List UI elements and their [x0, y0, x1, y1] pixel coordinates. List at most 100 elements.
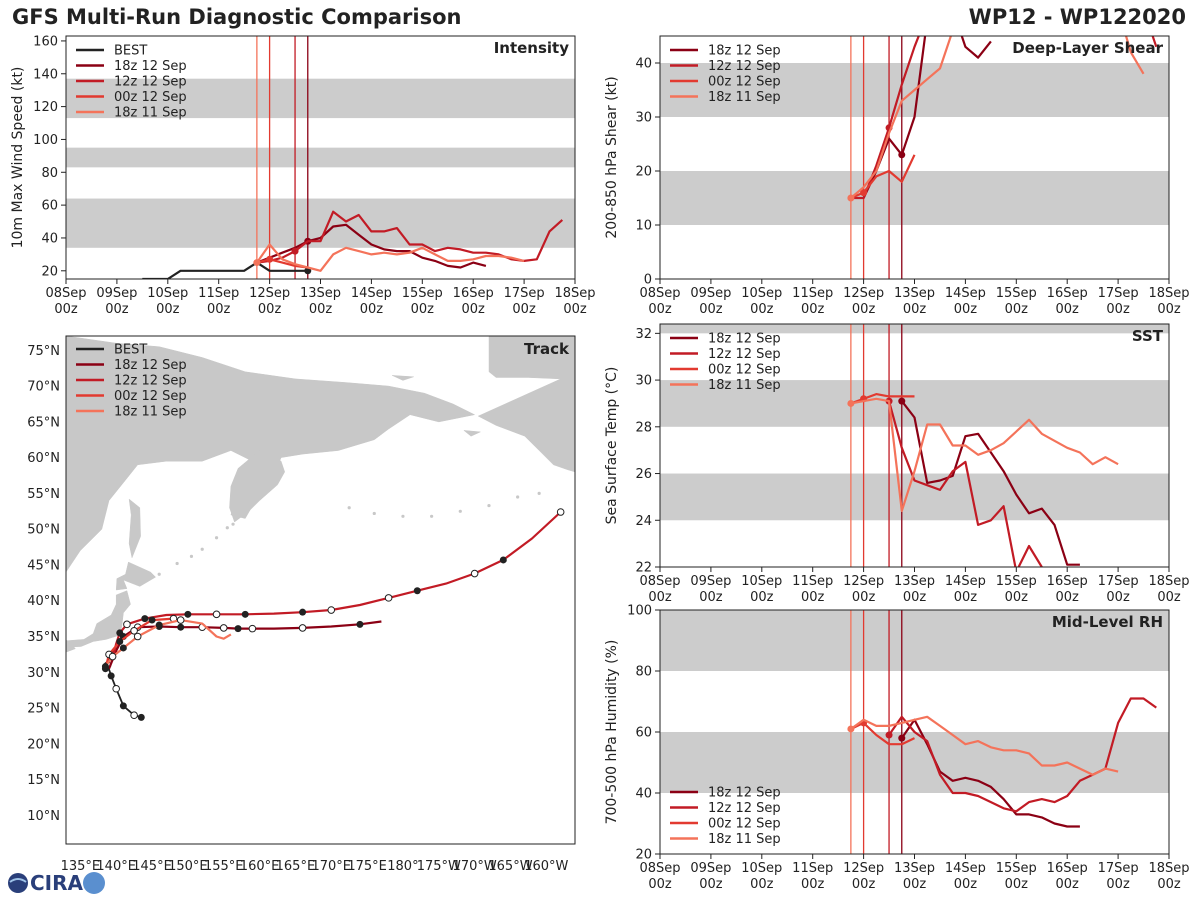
- rh-xtick-label-day: 14Sep: [945, 861, 986, 876]
- intensity-legend-label: 00z 12 Sep: [114, 90, 187, 105]
- rh-xtick-label-hour: 00z: [648, 877, 672, 892]
- intensity-xtick-label-day: 10Sep: [147, 286, 188, 301]
- track-point-hollow: [123, 620, 131, 629]
- rh-xtick-label-day: 12Sep: [843, 861, 884, 876]
- intensity-band-2: [66, 78, 575, 119]
- sst-xtick-label-hour: 00z: [648, 590, 672, 605]
- shear-xtick-label-hour: 00z: [1056, 302, 1080, 317]
- intensity-point-r18z11: [253, 259, 261, 267]
- aleutian-islands: [372, 511, 376, 516]
- intensity-xtick-label-day: 13Sep: [300, 286, 341, 301]
- track-lon-label: 170°E: [311, 859, 351, 874]
- intensity-xtick-label-hour: 00z: [105, 302, 129, 317]
- sst-series-r18z11: [850, 397, 1119, 512]
- rh-ytick-label: 60: [635, 726, 652, 741]
- rh-ytick-label: 20: [635, 848, 652, 863]
- intensity-plot-area: [66, 36, 575, 279]
- shear-title: Deep-Layer Shear: [1012, 39, 1163, 57]
- intensity-legend-label: 18z 12 Sep: [114, 59, 187, 74]
- shear-band-0: [660, 171, 1169, 225]
- kuril-islands: [225, 526, 229, 530]
- rh-xtick-label-hour: 00z: [1005, 877, 1029, 892]
- track-lon-label: 165°E: [276, 859, 316, 874]
- kuril-islands: [200, 547, 204, 551]
- track-lon-label: 150°E: [168, 859, 208, 874]
- track-legend-label: 18z 11 Sep: [114, 405, 187, 420]
- sst-xtick-label-day: 09Sep: [690, 574, 731, 589]
- sst-series-r18z12: [900, 400, 1080, 566]
- track-point-filled: [234, 625, 242, 633]
- sst-xtick-label-day: 17Sep: [1098, 574, 1139, 589]
- sst-ytick-label: 22: [635, 561, 652, 576]
- intensity-panel: 2040608010012014016008Sep00z09Sep00z10Se…: [10, 34, 596, 317]
- track-point-hollow: [556, 508, 565, 516]
- rh-point-r18z11: [847, 725, 855, 733]
- track-lon-label: 160°E: [240, 859, 280, 874]
- intensity-title: Intensity: [494, 39, 570, 57]
- rh-ytick-label: 100: [627, 604, 652, 619]
- track-point-hollow: [327, 606, 336, 614]
- shear-xtick-label-day: 09Sep: [690, 286, 731, 301]
- shear-legend-label: 12z 12 Sep: [708, 59, 781, 74]
- sst-plot-area: [660, 324, 1169, 567]
- intensity-xtick-label-day: 18Sep: [554, 286, 595, 301]
- intensity-xtick-label-hour: 00z: [462, 302, 486, 317]
- intensity-legend-label: 12z 12 Sep: [114, 75, 187, 90]
- rh-plot-area: [660, 610, 1169, 854]
- shear-xtick-label-day: 12Sep: [843, 286, 884, 301]
- track-lon-label: 165°W: [488, 859, 532, 874]
- honshu-island: [66, 590, 131, 648]
- kuril-islands: [189, 554, 194, 558]
- intensity-series-r12z12: [256, 210, 564, 264]
- shear-ytick-label: 10: [635, 219, 652, 234]
- intensity-ytick-label: 160: [33, 34, 58, 49]
- shear-xtick-label-day: 13Sep: [894, 286, 935, 301]
- shear-ytick-label: 40: [635, 57, 652, 72]
- track-point-filled: [299, 608, 307, 616]
- rh-xtick-label-day: 10Sep: [741, 861, 782, 876]
- rh-xtick-label-day: 13Sep: [894, 861, 935, 876]
- intensity-series-BEST: [142, 261, 308, 279]
- sst-xtick-label-hour: 00z: [903, 590, 927, 605]
- kuril-islands: [175, 561, 179, 566]
- rh-xtick-label-hour: 00z: [1106, 877, 1130, 892]
- track-legend-label: 18z 12 Sep: [114, 358, 187, 373]
- shear-plot-area: [660, 36, 1169, 279]
- track-point-hollow: [108, 652, 117, 661]
- cira-logo-globe-icon: [8, 873, 28, 893]
- sst-xtick-label-day: 14Sep: [945, 574, 986, 589]
- sst-band-2: [660, 324, 1169, 334]
- track-lat-label: 50°N: [27, 523, 60, 538]
- intensity-xtick-label-day: 17Sep: [504, 286, 545, 301]
- track-point-filled: [356, 620, 364, 628]
- sst-ytick-label: 28: [635, 420, 652, 435]
- shear-ytick-label: 30: [635, 111, 652, 126]
- sst-xtick-label-day: 08Sep: [639, 574, 680, 589]
- intensity-ytick-label: 40: [41, 231, 58, 246]
- sst-xtick-label-day: 15Sep: [996, 574, 1037, 589]
- track-point-filled: [155, 621, 163, 629]
- hokkaido-island: [115, 561, 157, 591]
- track-point-hollow: [133, 632, 142, 641]
- shear-xtick-label-day: 16Sep: [1047, 286, 1088, 301]
- intensity-ylabel: 10m Max Wind Speed (kt): [10, 67, 26, 249]
- intensity-ytick-label: 120: [33, 100, 58, 115]
- rh-legend-label: 18z 12 Sep: [708, 786, 781, 801]
- rh-xtick-label-hour: 00z: [1157, 877, 1181, 892]
- shear-xtick-label-hour: 00z: [954, 302, 978, 317]
- rh-title: Mid-Level RH: [1052, 613, 1163, 631]
- track-point-filled: [107, 672, 115, 680]
- track-point-filled: [148, 616, 156, 624]
- sst-legend-label: 18z 11 Sep: [708, 378, 781, 393]
- sst-ylabel: Sea Surface Temp (°C): [604, 367, 620, 525]
- intensity-xtick-label-hour: 00z: [512, 302, 536, 317]
- shear-xtick-label-hour: 00z: [648, 302, 672, 317]
- rh-xtick-label-day: 15Sep: [996, 861, 1037, 876]
- track-lat-label: 70°N: [27, 380, 60, 395]
- intensity-xtick-label-hour: 00z: [563, 302, 587, 317]
- shear-legend-label: 00z 12 Sep: [708, 75, 781, 90]
- intensity-point-r00z12: [266, 255, 274, 263]
- track-lon-label: 160°W: [524, 859, 568, 874]
- sst-ytick-label: 26: [635, 467, 652, 482]
- sst-xtick-label-day: 18Sep: [1148, 574, 1189, 589]
